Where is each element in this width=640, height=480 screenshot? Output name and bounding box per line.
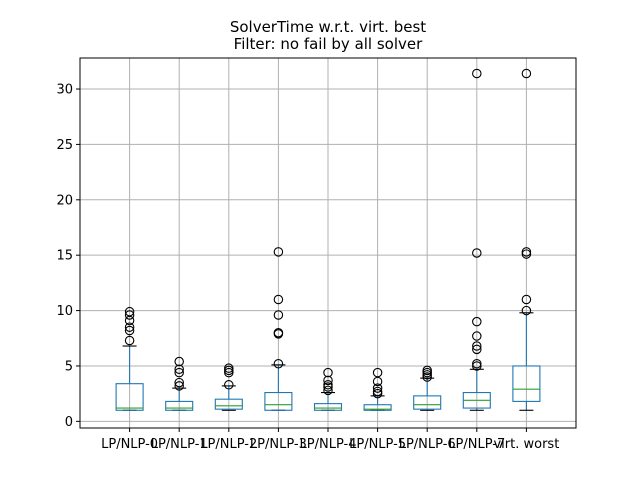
outlier-point [273,247,284,257]
box-group [363,367,392,411]
x-tick-label: LP/NLP-2 [200,437,257,452]
y-tick-label: 20 [56,193,73,208]
outlier-point [521,247,532,257]
outlier-point [174,381,184,391]
outlier-point [273,294,284,305]
x-tick-label: LP/NLP-0 [101,437,158,452]
outlier-point [472,331,482,341]
box-group [264,247,293,411]
outlier-point [472,68,482,79]
outlier-point [323,375,333,386]
y-tick-label: 10 [56,304,73,319]
x-tick-label: LP/NLP-7 [448,437,505,452]
outlier-point [174,367,184,378]
outlier-point [273,327,284,338]
outlier-point [174,377,184,388]
grid-lines [80,58,576,428]
outlier-point [372,367,383,378]
outlier-point [323,380,333,390]
iqr-box [264,392,293,411]
box-group [413,365,442,411]
y-tick-label: 25 [56,138,73,153]
box-group [165,356,194,411]
box-group [214,363,243,411]
outlier-point [124,322,135,332]
outlier-point [224,363,234,373]
outlier-point [124,335,135,346]
x-tick-label: LP/NLP-5 [349,437,406,452]
chart-title: SolverTime w.r.t. virt. best [230,18,426,36]
outlier-point [124,306,135,317]
y-tick-label: 0 [65,415,73,430]
box-group [115,306,144,411]
box-group [462,68,491,411]
iqr-box [313,403,343,411]
outlier-point [472,341,482,351]
x-tick-label: virt. worst [493,437,559,452]
outlier-point [472,248,482,258]
outlier-point [323,385,333,396]
outlier-point [521,305,532,316]
y-tick-label: 5 [65,359,73,374]
outlier-point [422,365,432,376]
iqr-box [165,400,194,411]
iqr-box [512,365,541,402]
outlier-point [224,380,234,390]
outlier-point [521,294,532,305]
box-group [313,367,343,411]
x-tick-label: LP/NLP-4 [300,437,357,452]
plot-area [115,68,541,411]
outlier-point [174,364,184,375]
outlier-point [273,358,284,369]
outlier-point [472,344,482,355]
x-tick-label: LP/NLP-1 [151,437,208,452]
iqr-box [413,395,442,410]
outlier-point [124,310,135,320]
iqr-box [363,404,392,411]
chart-subtitle: Filter: no fail by all solver [234,35,423,53]
outlier-point [372,386,383,397]
axis-ticks: 051015202530LP/NLP-0LP/NLP-1LP/NLP-2LP/N… [56,83,559,452]
box-group [512,68,541,411]
outlier-point [472,358,482,369]
y-tick-label: 15 [56,249,73,264]
x-tick-label: LP/NLP-3 [250,437,307,452]
outlier-point [273,310,284,320]
outlier-point [372,383,383,393]
outlier-point [323,367,333,378]
outlier-point [174,356,184,367]
iqr-box [115,383,144,411]
y-tick-label: 30 [56,83,73,98]
x-tick-label: LP/NLP-6 [399,437,456,452]
outlier-point [124,325,135,336]
outlier-point [472,316,482,327]
iqr-box [214,398,243,410]
outlier-point [521,68,532,79]
